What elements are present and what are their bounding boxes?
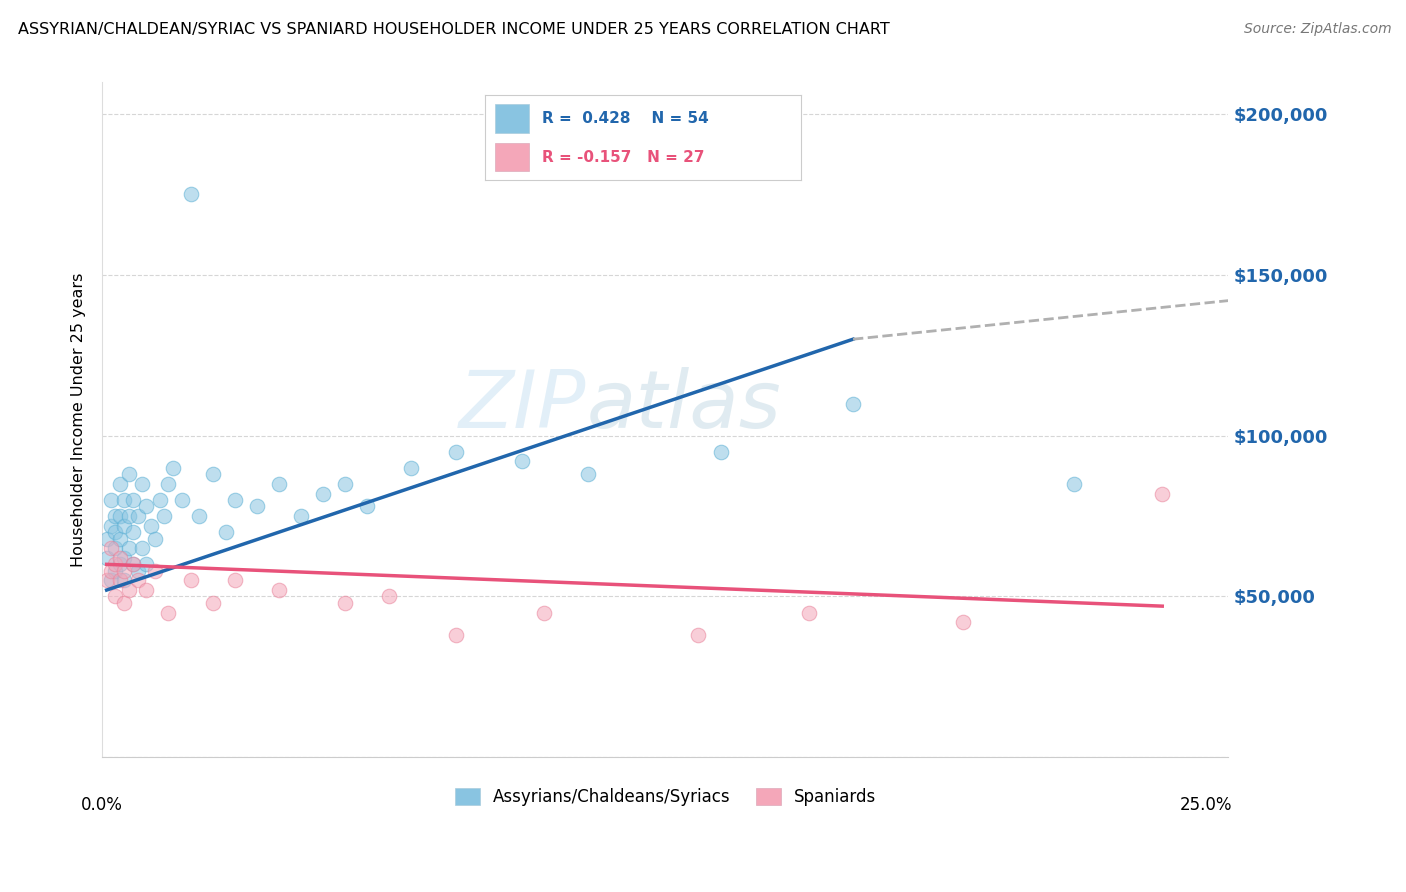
Point [131,541,153,556]
Point [100,541,122,556]
Point [127,509,149,524]
Point [100,493,122,508]
Point [224,574,246,588]
Point [112,574,135,588]
Point [246,500,269,514]
Point [1063,477,1085,491]
Text: 0.0%: 0.0% [82,796,124,814]
Point [131,477,153,491]
Point [104,541,127,556]
Point [267,477,290,491]
Point [356,500,378,514]
Point [127,564,149,578]
Point [139,518,162,533]
Point [108,509,131,524]
Text: atlas: atlas [586,368,782,445]
Point [170,493,193,508]
Point [797,606,820,620]
Point [100,564,122,578]
Point [290,509,312,524]
Point [127,574,149,588]
Point [143,564,166,578]
Point [108,477,131,491]
Point [533,606,555,620]
Point [162,460,184,475]
Point [112,518,135,533]
Point [444,628,467,642]
Point [201,467,224,482]
Point [122,525,145,540]
Point [135,500,157,514]
Point [112,596,135,610]
Point [333,596,356,610]
Point [118,583,141,598]
Point [842,396,865,410]
Point [112,493,135,508]
Point [180,187,202,202]
Legend: Assyrians/Chaldeans/Syriacs, Spaniards: Assyrians/Chaldeans/Syriacs, Spaniards [449,781,883,814]
Point [201,596,224,610]
Point [118,541,141,556]
Point [576,467,599,482]
Point [104,525,127,540]
Text: 25.0%: 25.0% [1180,796,1233,814]
Point [378,590,401,604]
Point [188,509,211,524]
Point [215,525,238,540]
Point [96,532,118,546]
Point [149,493,172,508]
Point [108,558,131,572]
Point [401,460,423,475]
Text: ASSYRIAN/CHALDEAN/SYRIAC VS SPANIARD HOUSEHOLDER INCOME UNDER 25 YEARS CORRELATI: ASSYRIAN/CHALDEAN/SYRIAC VS SPANIARD HOU… [18,22,890,37]
Point [108,574,131,588]
Point [709,444,731,458]
Point [112,550,135,565]
Point [100,518,122,533]
Point [96,574,118,588]
Text: ZIP: ZIP [460,368,586,445]
Point [122,558,145,572]
Point [122,558,145,572]
Point [444,444,467,458]
Point [510,454,533,468]
Point [100,574,122,588]
Point [118,509,141,524]
Point [333,477,356,491]
Y-axis label: Householder Income Under 25 years: Householder Income Under 25 years [72,272,86,566]
Point [104,509,127,524]
Point [122,493,145,508]
Point [108,532,131,546]
Point [952,615,974,630]
Text: Source: ZipAtlas.com: Source: ZipAtlas.com [1244,22,1392,37]
Point [118,467,141,482]
Point [157,477,180,491]
Point [135,558,157,572]
Point [157,606,180,620]
Point [104,558,127,572]
Point [104,590,127,604]
Point [1152,486,1174,500]
Point [108,550,131,565]
Point [96,550,118,565]
Point [153,509,176,524]
Point [135,583,157,598]
Point [104,564,127,578]
Point [224,493,246,508]
Point [180,574,202,588]
Point [143,532,166,546]
Point [688,628,710,642]
Point [112,564,135,578]
Point [312,486,335,500]
Point [267,583,290,598]
